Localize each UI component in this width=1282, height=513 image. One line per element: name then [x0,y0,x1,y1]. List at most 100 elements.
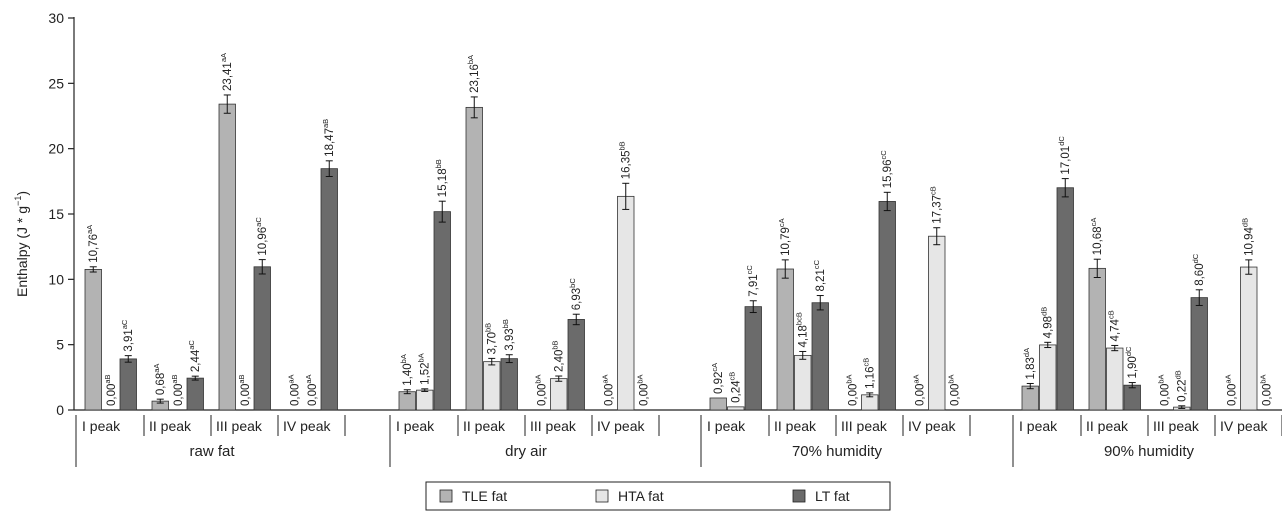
bar [320,168,338,411]
data-label: 3,93bB [501,319,516,351]
data-label: 1,16cB [862,358,877,389]
data-label: 15,18bB [434,159,449,197]
data-label: 0,00bA [844,374,859,406]
bar [550,378,568,411]
bar [84,269,102,411]
chart-bars: 10,76aA 0,00aB 3,91aC 0,68aA 0,00aB 2,44aC 23,… [84,53,1273,411]
x-tick-label: III peak [841,418,888,434]
data-label: 0,00bA [1156,374,1171,406]
data-label: 10,68cA [1089,218,1104,256]
bar [119,358,137,411]
bar [465,106,483,411]
legend-box [425,481,891,511]
data-label: 10,79cA [777,218,792,256]
bar [398,391,416,411]
data-label: 0,22dB [1174,370,1189,402]
data-label: 18,47aB [321,119,336,157]
data-label: 3,91aC [120,319,135,352]
data-label: 1,40bA [399,354,414,386]
bar [1056,187,1074,411]
bar [744,306,762,411]
bar [433,211,451,411]
bar [253,266,271,411]
data-label: 10,76aA [85,225,100,263]
data-label: 4,18bcB [795,312,810,347]
x-tick-label: I peak [82,418,121,434]
x-tick-label: IV peak [597,418,645,434]
bar [1190,297,1208,411]
bar [727,406,745,411]
data-label: 0,68aA [152,364,167,396]
bar [776,268,794,411]
bar [878,201,896,411]
bar [218,103,236,411]
data-label: 1,90dC [1124,346,1139,379]
data-label: 0,00bA [1258,374,1273,406]
bar [1240,266,1258,411]
bar [186,377,204,411]
x-tick-label: IV peak [283,418,331,434]
data-label: 4,74cB [1107,310,1122,341]
data-label: 2,44aC [187,340,202,373]
x-tick-label: II peak [1086,418,1129,434]
x-tick-label: I peak [707,418,746,434]
data-label: 8,21cC [812,259,827,291]
bar [500,358,518,411]
x-tick-label: II peak [774,418,817,434]
data-label: 0,00bA [946,374,961,406]
bar [1039,344,1057,411]
data-label: 0,92cA [710,363,725,394]
data-label: 0,00aA [911,374,926,406]
data-label: 6,93bC [568,278,583,311]
y-tick-label: 10 [48,271,64,287]
bar [794,354,812,411]
data-label: 10,96aC [254,217,269,256]
data-label: 3,70bB [484,323,499,355]
legend-swatch [595,489,609,503]
data-label: 0,24cB [728,372,743,403]
y-tick-label: 0 [56,402,64,418]
bar [811,302,829,411]
data-label: 0,00aB [237,374,252,406]
bar [1088,267,1106,411]
data-label: 23,16bA [466,55,481,93]
bar [1106,347,1124,411]
data-label: 4,98dB [1040,307,1055,339]
x-group-label: dry air [505,443,547,460]
y-axis-title: Enthalpy (J * g−1) [13,191,30,297]
legend-swatch [792,489,806,503]
y-tick-label: 25 [48,75,64,91]
data-label: 8,60dC [1191,253,1206,286]
bar [1021,385,1039,411]
legend-label: HTA fat [618,488,664,504]
data-label: 2,40bB [551,340,566,372]
chart-legend: TLE fat HTA fat LT fat [425,481,891,511]
bar [483,361,501,411]
data-label: 0,00aA [600,374,615,406]
x-tick-label: II peak [463,418,506,434]
data-label: 0,00aA [304,374,319,406]
chart-x-categories: I peak II peak III peak IV peak raw fat I pea… [75,415,1282,467]
y-tick-label: 5 [56,337,64,353]
data-label: 23,41aA [219,53,234,91]
x-group-label: 70% humidity [792,443,883,460]
x-tick-label: I peak [1019,418,1058,434]
data-label: 0,00aB [103,374,118,406]
bar [709,397,727,411]
data-label: 1,52bA [417,353,432,385]
bar [1123,384,1141,411]
data-label: 0,00aA [286,374,301,406]
data-label: 1,83dA [1022,348,1037,380]
y-tick-label: 30 [48,10,64,26]
chart-axes: 0 5 10 15 20 25 30 Enthalpy (J * g−1) [13,10,1282,418]
bar [567,319,585,411]
x-tick-label: IV peak [1220,418,1268,434]
x-tick-label: III peak [216,418,263,434]
data-label: 17,37cB [929,186,944,224]
data-label: 0,00bA [635,374,650,406]
data-label: 7,91cC [745,265,760,297]
x-tick-label: III peak [1153,418,1200,434]
legend-label: TLE fat [462,488,507,504]
bar [617,195,635,411]
